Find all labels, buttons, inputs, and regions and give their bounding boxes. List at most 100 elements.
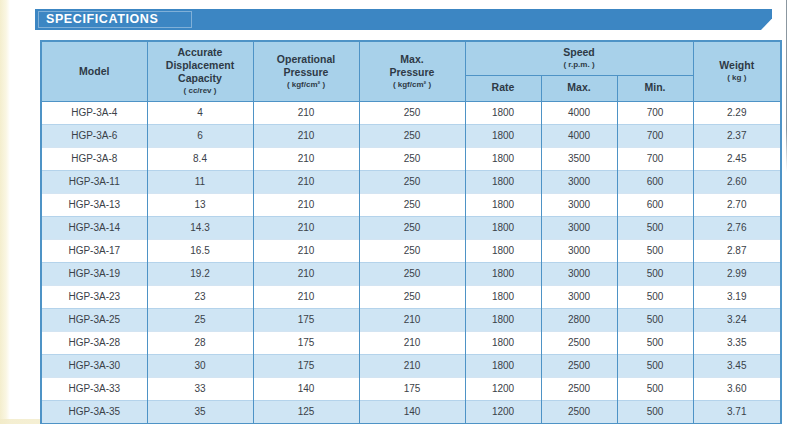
cell-capacity: 28 xyxy=(147,331,253,354)
cell-op_pressure: 175 xyxy=(253,354,359,377)
col-header-max-pressure-unit: ( kgf/cm² ) xyxy=(364,80,461,90)
cell-min: 500 xyxy=(617,308,693,331)
cell-weight: 3.71 xyxy=(693,400,781,424)
cell-max_pressure: 250 xyxy=(359,262,465,285)
cell-capacity: 8.4 xyxy=(147,147,253,170)
table-row: HGP-3A-2828175210180025005003.35 xyxy=(41,331,781,354)
cell-max: 2500 xyxy=(541,400,617,424)
cell-max: 2500 xyxy=(541,354,617,377)
cell-op_pressure: 175 xyxy=(253,308,359,331)
col-header-speed-rate: Rate xyxy=(465,75,541,101)
table-row: HGP-3A-1414.3210250180030005002.76 xyxy=(41,216,781,239)
cell-max: 2800 xyxy=(541,308,617,331)
spec-table-body: HGP-3A-44210250180040007002.29HGP-3A-662… xyxy=(41,101,781,424)
col-header-max-pressure-label: Max. Pressure xyxy=(390,53,435,78)
specifications-table: Model Accurate Displacement Capacity ( c… xyxy=(40,40,782,424)
col-header-speed-max: Max. xyxy=(541,75,617,101)
cell-max_pressure: 250 xyxy=(359,193,465,216)
cell-weight: 3.19 xyxy=(693,285,781,308)
cell-weight: 3.60 xyxy=(693,377,781,400)
cell-model: HGP-3A-33 xyxy=(41,377,147,400)
cell-model: HGP-3A-28 xyxy=(41,331,147,354)
cell-max: 4000 xyxy=(541,124,617,147)
cell-rate: 1800 xyxy=(465,354,541,377)
cell-rate: 1800 xyxy=(465,285,541,308)
table-row: HGP-3A-1716.5210250180030005002.87 xyxy=(41,239,781,262)
cell-max: 2500 xyxy=(541,331,617,354)
cell-capacity: 19.2 xyxy=(147,262,253,285)
col-header-capacity: Accurate Displacement Capacity ( cc/rev … xyxy=(147,41,253,101)
cell-max_pressure: 210 xyxy=(359,354,465,377)
table-row: HGP-3A-2525175210180028005003.24 xyxy=(41,308,781,331)
cell-weight: 3.24 xyxy=(693,308,781,331)
cell-model: HGP-3A-13 xyxy=(41,193,147,216)
cell-max_pressure: 140 xyxy=(359,400,465,424)
col-header-capacity-label: Accurate Displacement Capacity xyxy=(166,46,234,84)
cell-max: 3000 xyxy=(541,216,617,239)
cell-max: 3000 xyxy=(541,262,617,285)
col-header-capacity-unit: ( cc/rev ) xyxy=(152,86,249,96)
table-row: HGP-3A-3030175210180025005003.45 xyxy=(41,354,781,377)
cell-weight: 2.37 xyxy=(693,124,781,147)
cell-min: 700 xyxy=(617,147,693,170)
cell-op_pressure: 210 xyxy=(253,101,359,124)
cell-max: 3500 xyxy=(541,147,617,170)
table-row: HGP-3A-1111210250180030006002.60 xyxy=(41,170,781,193)
cell-min: 700 xyxy=(617,124,693,147)
cell-op_pressure: 210 xyxy=(253,216,359,239)
cell-max_pressure: 250 xyxy=(359,285,465,308)
cell-rate: 1800 xyxy=(465,262,541,285)
cell-max: 3000 xyxy=(541,170,617,193)
cell-capacity: 11 xyxy=(147,170,253,193)
col-header-speed-label: Speed xyxy=(563,46,595,58)
section-banner: SPECIFICATIONS xyxy=(35,9,772,30)
cell-max_pressure: 210 xyxy=(359,331,465,354)
cell-weight: 3.35 xyxy=(693,331,781,354)
cell-max_pressure: 175 xyxy=(359,377,465,400)
col-header-speed-min: Min. xyxy=(617,75,693,101)
col-header-speed-min-label: Min. xyxy=(645,81,666,93)
cell-max: 3000 xyxy=(541,285,617,308)
cell-op_pressure: 210 xyxy=(253,170,359,193)
cell-weight: 2.45 xyxy=(693,147,781,170)
cell-capacity: 14.3 xyxy=(147,216,253,239)
cell-min: 600 xyxy=(617,170,693,193)
cell-rate: 1800 xyxy=(465,308,541,331)
cell-model: HGP-3A-30 xyxy=(41,354,147,377)
col-header-speed-unit: ( r.p.m. ) xyxy=(470,60,689,70)
cell-op_pressure: 125 xyxy=(253,400,359,424)
table-row: HGP-3A-3333140175120025005003.60 xyxy=(41,377,781,400)
cell-model: HGP-3A-14 xyxy=(41,216,147,239)
cell-max_pressure: 250 xyxy=(359,124,465,147)
cell-max: 3000 xyxy=(541,239,617,262)
cell-rate: 1200 xyxy=(465,377,541,400)
cell-weight: 3.45 xyxy=(693,354,781,377)
cell-weight: 2.70 xyxy=(693,193,781,216)
table-row: HGP-3A-1919.2210250180030005002.99 xyxy=(41,262,781,285)
cell-capacity: 23 xyxy=(147,285,253,308)
cell-op_pressure: 210 xyxy=(253,193,359,216)
col-header-operational-pressure-label: Operational Pressure xyxy=(277,53,335,78)
table-row: HGP-3A-44210250180040007002.29 xyxy=(41,101,781,124)
col-header-speed: Speed ( r.p.m. ) xyxy=(465,41,693,75)
cell-rate: 1800 xyxy=(465,147,541,170)
cell-model: HGP-3A-8 xyxy=(41,147,147,170)
cell-weight: 2.99 xyxy=(693,262,781,285)
cell-model: HGP-3A-17 xyxy=(41,239,147,262)
cell-capacity: 35 xyxy=(147,400,253,424)
cell-model: HGP-3A-23 xyxy=(41,285,147,308)
col-header-model: Model xyxy=(41,41,147,101)
cell-max: 4000 xyxy=(541,101,617,124)
cell-rate: 1200 xyxy=(465,400,541,424)
cell-capacity: 30 xyxy=(147,354,253,377)
cell-min: 500 xyxy=(617,216,693,239)
cell-max: 2500 xyxy=(541,377,617,400)
cell-weight: 2.29 xyxy=(693,101,781,124)
cell-max_pressure: 210 xyxy=(359,308,465,331)
cell-capacity: 4 xyxy=(147,101,253,124)
cell-capacity: 13 xyxy=(147,193,253,216)
col-header-max-pressure: Max. Pressure ( kgf/cm² ) xyxy=(359,41,465,101)
cell-capacity: 6 xyxy=(147,124,253,147)
cell-min: 500 xyxy=(617,400,693,424)
cell-rate: 1800 xyxy=(465,101,541,124)
